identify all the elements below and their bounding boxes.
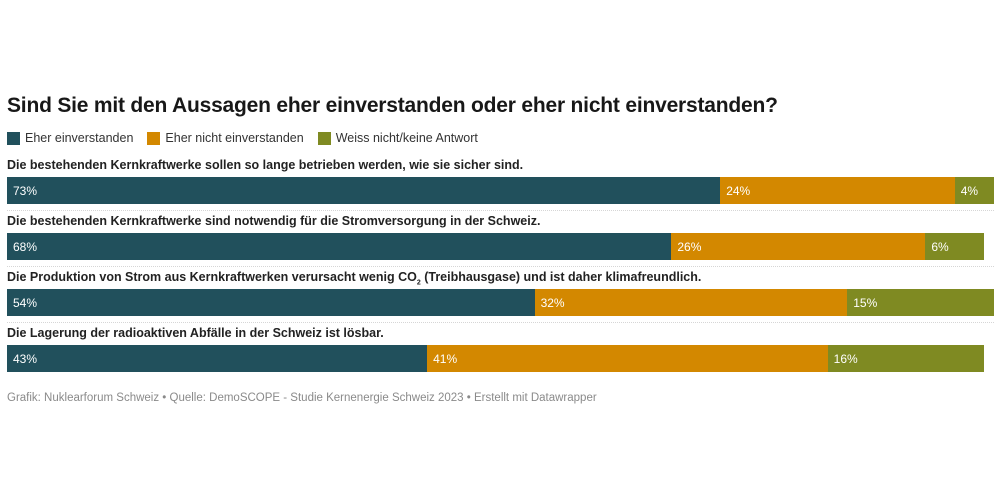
legend-label-agree: Eher einverstanden	[25, 131, 134, 145]
legend-swatch-disagree	[147, 131, 161, 145]
legend-swatch-dont-know	[317, 131, 331, 145]
data-label: 26%	[677, 240, 702, 254]
data-label: 43%	[13, 352, 38, 366]
segment-agree: 68%	[7, 233, 672, 260]
segment-disagree: 24%	[720, 177, 955, 204]
segment-dont-know: 4%	[954, 177, 994, 204]
data-label: 32%	[540, 296, 565, 310]
legend-label-dont-know: Weiss nicht/keine Antwort	[335, 131, 478, 145]
data-label: 24%	[726, 184, 751, 198]
segment-dont-know: 16%	[827, 345, 984, 372]
legend: Eher einverstanden Eher nicht einverstan…	[7, 131, 478, 145]
row-separator	[7, 210, 994, 211]
legend-swatch-agree	[7, 131, 20, 145]
legend-item-agree: Eher einverstanden	[7, 131, 133, 145]
segment-agree: 54%	[7, 289, 535, 316]
data-label: 68%	[13, 240, 38, 254]
row-label-1: Die bestehenden Kernkraftwerke sollen so…	[7, 158, 524, 172]
data-label: 15%	[853, 296, 878, 310]
co2-subscript: 2	[416, 279, 421, 287]
segment-agree: 73%	[7, 177, 721, 204]
segment-dont-know: 6%	[925, 233, 984, 260]
segment-agree: 43%	[7, 345, 428, 372]
legend-item-dont-know: Weiss nicht/keine Antwort	[317, 131, 478, 145]
legend-item-disagree: Eher nicht einverstanden	[147, 131, 304, 145]
chart-title: Sind Sie mit den Aussagen eher einversta…	[7, 94, 778, 117]
row-separator	[7, 322, 994, 323]
footer-credits: Grafik: Nuklearforum Schweiz • Quelle: D…	[7, 392, 597, 404]
data-label: 73%	[13, 184, 38, 198]
segment-disagree: 32%	[534, 289, 848, 316]
segment-disagree: 41%	[427, 345, 828, 372]
row-label-3-text: Die Produktion von Strom aus Kernkraftwe…	[7, 270, 417, 284]
legend-label-disagree: Eher nicht einverstanden	[165, 131, 304, 145]
data-label: 4%	[960, 184, 979, 198]
data-label: 16%	[833, 352, 858, 366]
segment-dont-know: 15%	[847, 289, 994, 316]
row-separator	[7, 266, 994, 267]
data-label: 6%	[931, 240, 949, 254]
row-label-3: Die Produktion von Strom aus Kernkraftwe…	[7, 270, 701, 287]
row-label-2: Die bestehenden Kernkraftwerke sind notw…	[7, 214, 541, 228]
data-label: 41%	[433, 352, 458, 366]
row-label-4: Die Lagerung der radioaktiven Abfälle in…	[7, 326, 384, 340]
data-label: 54%	[13, 296, 38, 310]
row-label-3-text-end: (Treibhausgase) und ist daher klimafreun…	[420, 270, 702, 284]
segment-disagree: 26%	[671, 233, 926, 260]
